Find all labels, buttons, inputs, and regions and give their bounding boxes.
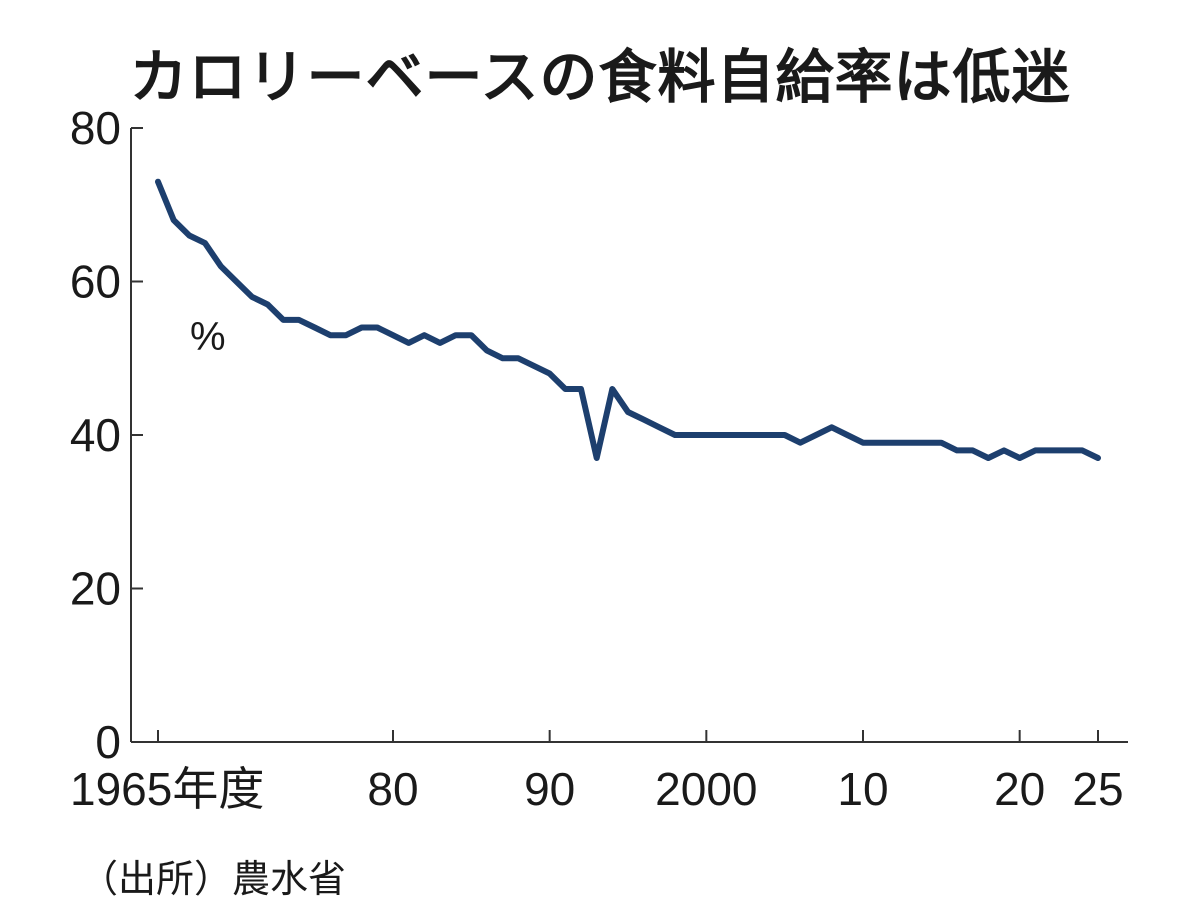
y-tick-label: 40 [70, 409, 121, 461]
series-line [155, 178, 1101, 461]
x-tick-label: 90 [524, 763, 575, 815]
x-tick-label: 80 [367, 763, 418, 815]
x-tick-label: 25 [1072, 763, 1123, 815]
x-tick-label: 20 [994, 763, 1045, 815]
source-note: （出所）農水省 [80, 857, 347, 901]
series-layer [155, 178, 1101, 461]
y-tick-label: 60 [70, 256, 121, 308]
x-tick-label: 10 [837, 763, 888, 815]
x-tick-label: 1965年度 [70, 763, 264, 815]
chart-title: カロリーベースの食料自給率は低迷 [129, 43, 1071, 111]
axes [130, 127, 1128, 743]
tick-labels: 0 20 40 60 80 1965年度 80 90 2000 10 20 25 [70, 102, 1124, 815]
data-points [158, 182, 1098, 459]
x-tick-label: 2000 [655, 763, 757, 815]
y-unit-label: % [190, 315, 226, 359]
y-tick-label: 20 [70, 563, 121, 615]
y-tick-label: 0 [95, 716, 121, 768]
y-tick-label: 80 [70, 102, 121, 154]
